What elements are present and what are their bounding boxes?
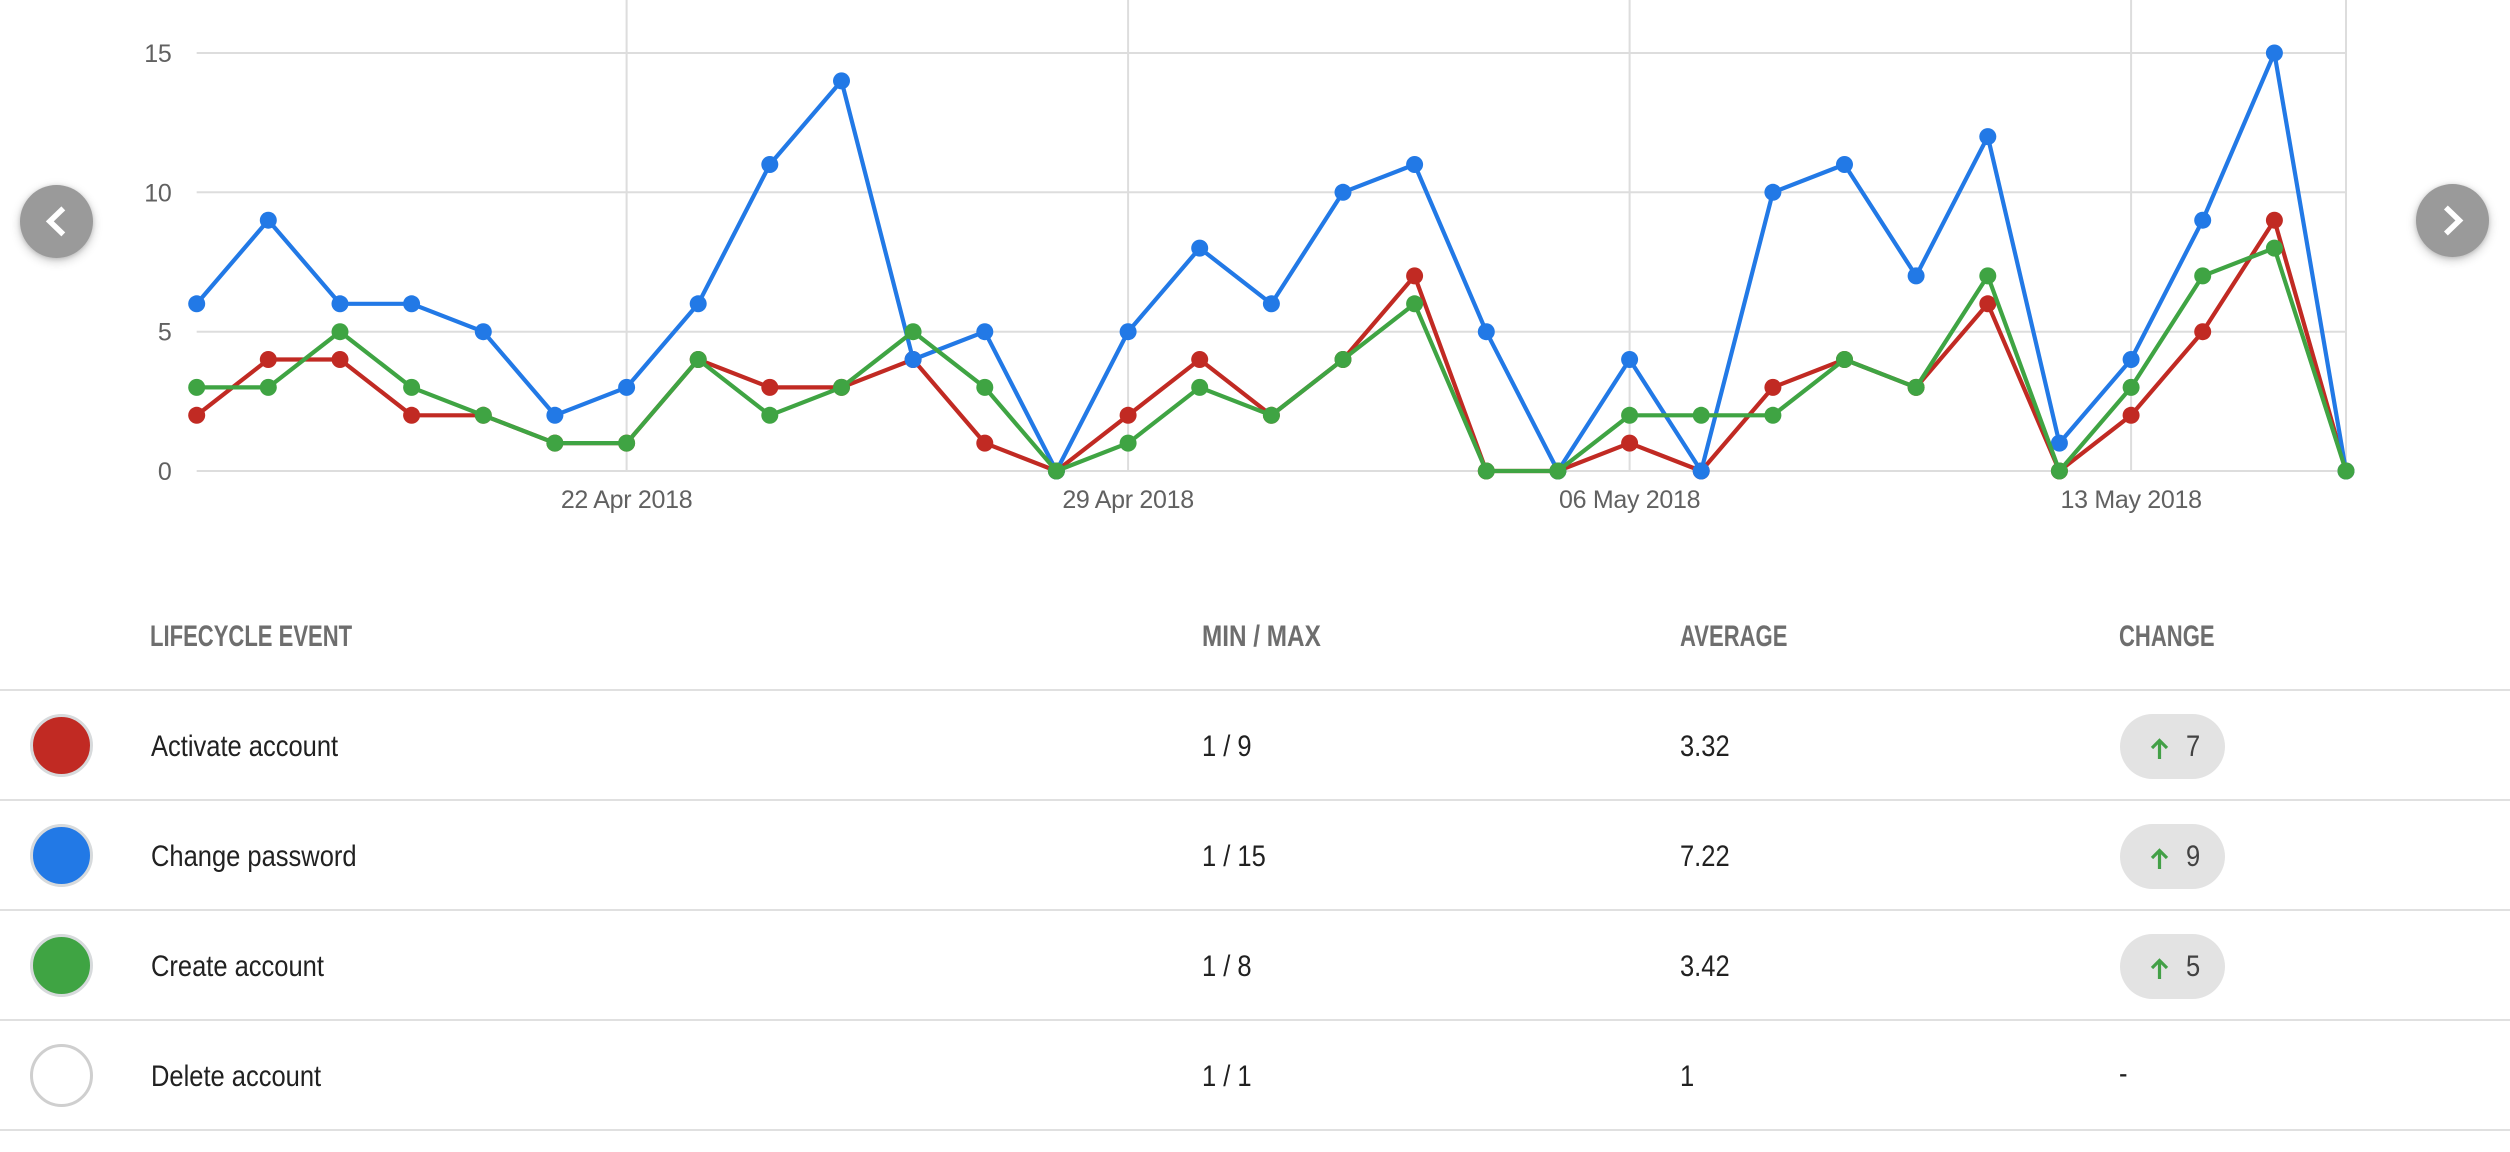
- svg-text:22 Apr 2018: 22 Apr 2018: [561, 486, 693, 514]
- svg-text:06 May 2018: 06 May 2018: [1559, 486, 1700, 514]
- svg-text:5: 5: [158, 319, 172, 347]
- svg-text:10: 10: [144, 179, 171, 207]
- svg-text:13 May 2018: 13 May 2018: [2060, 486, 2201, 514]
- svg-text:0: 0: [158, 458, 172, 486]
- svg-text:29 Apr 2018: 29 Apr 2018: [1062, 486, 1194, 514]
- svg-text:15: 15: [144, 40, 171, 68]
